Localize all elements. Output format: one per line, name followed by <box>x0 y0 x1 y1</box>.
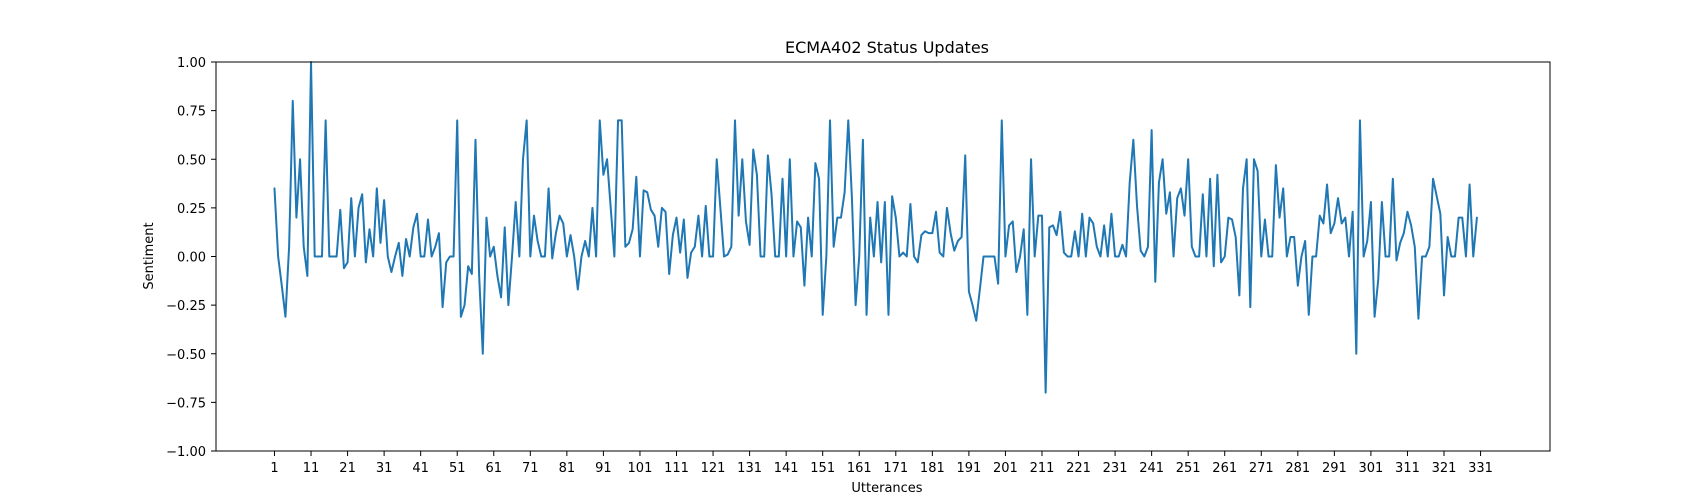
x-tick-label: 281 <box>1285 461 1310 476</box>
x-tick-label: 21 <box>339 461 356 476</box>
x-tick-label: 261 <box>1212 461 1237 476</box>
y-axis-ticks: −1.00 −0.75 −0.50 −0.25 0.00 0.25 0.50 0.75 1.00 <box>166 56 216 460</box>
x-tick-label: 311 <box>1395 461 1420 476</box>
x-tick-label: 181 <box>920 461 945 476</box>
y-tick-label: −0.75 <box>166 396 206 411</box>
x-tick-label: 51 <box>449 461 466 476</box>
x-tick-label: 141 <box>774 461 799 476</box>
x-tick-label: 291 <box>1322 461 1347 476</box>
x-tick-label: 191 <box>956 461 981 476</box>
x-tick-label: 61 <box>485 461 502 476</box>
x-tick-label: 241 <box>1139 461 1164 476</box>
x-tick-label: 271 <box>1249 461 1274 476</box>
x-tick-label: 211 <box>1030 461 1055 476</box>
y-tick-label: −0.50 <box>166 348 206 363</box>
sentiment-series-line <box>273 61 1478 394</box>
x-tick-label: 231 <box>1103 461 1128 476</box>
x-axis-ticks: 1 11 21 31 41 51 61 71 81 91 101 111 121 131 141 151 161… <box>270 451 1493 476</box>
y-tick-label: 0.25 <box>177 202 206 217</box>
x-tick-label: 101 <box>628 461 653 476</box>
x-tick-label: 301 <box>1359 461 1384 476</box>
x-tick-label: 201 <box>993 461 1018 476</box>
y-tick-label: 0.75 <box>177 105 206 120</box>
x-tick-label: 31 <box>376 461 393 476</box>
x-tick-label: 131 <box>737 461 762 476</box>
y-axis-label: Sentiment <box>142 222 157 289</box>
x-tick-label: 331 <box>1468 461 1493 476</box>
y-tick-label: 0.00 <box>177 251 206 266</box>
x-tick-label: 81 <box>559 461 576 476</box>
x-tick-label: 151 <box>810 461 835 476</box>
x-tick-label: 251 <box>1176 461 1201 476</box>
y-tick-label: 1.00 <box>177 56 206 71</box>
x-tick-label: 11 <box>303 461 320 476</box>
plot-area-frame <box>215 61 1551 452</box>
x-tick-label: 321 <box>1432 461 1457 476</box>
y-tick-label: −0.25 <box>166 299 206 314</box>
x-tick-label: 171 <box>883 461 908 476</box>
x-tick-label: 121 <box>701 461 726 476</box>
x-tick-label: 41 <box>412 461 429 476</box>
x-tick-label: 1 <box>270 461 278 476</box>
x-tick-label: 91 <box>595 461 612 476</box>
chart-title: ECMA402 Status Updates <box>785 38 989 57</box>
y-tick-label: −1.00 <box>166 445 206 460</box>
y-tick-label: 0.50 <box>177 153 206 168</box>
x-tick-label: 111 <box>664 461 689 476</box>
x-tick-label: 161 <box>847 461 872 476</box>
x-tick-label: 71 <box>522 461 539 476</box>
x-tick-label: 221 <box>1066 461 1091 476</box>
x-axis-label: Utterances <box>851 481 922 496</box>
